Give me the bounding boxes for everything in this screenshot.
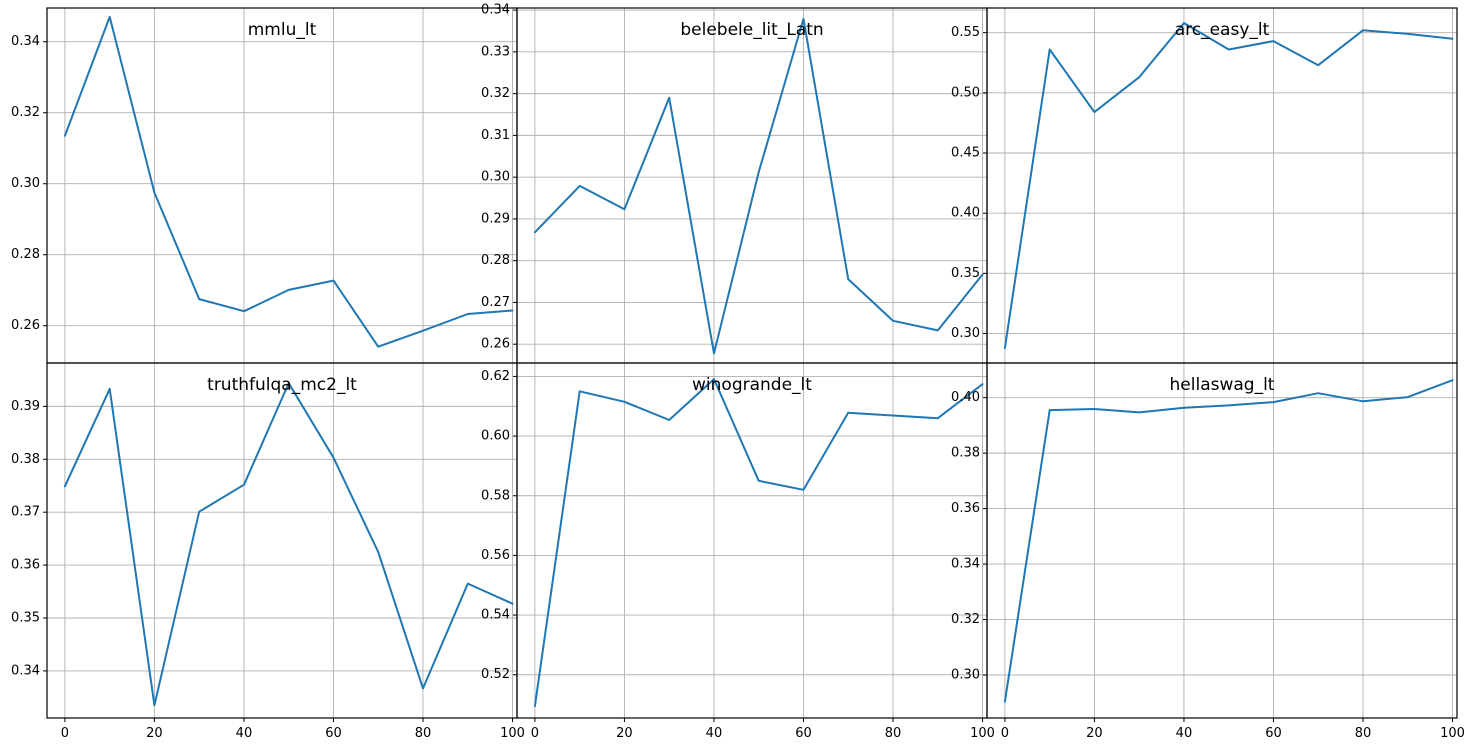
x-tick-label: 0 (61, 726, 69, 741)
axes-frame (516, 7, 988, 364)
series-line (63, 15, 514, 348)
y-tick-label: 0.30 (481, 170, 510, 185)
x-tick-label: 20 (1086, 726, 1103, 741)
x-tick-label: 20 (146, 726, 163, 741)
y-tick-label: 0.31 (481, 128, 510, 143)
subplot-title: hellaswag_lt (1170, 375, 1275, 395)
subplot-truthfulqa_mc2_lt: 0.34 0.35 0.36 0.37 0.38 0.39 0 20 40 60 80 100 trut… (11, 362, 525, 741)
y-tick-label: 0.38 (951, 446, 980, 461)
series-line (1003, 22, 1454, 349)
y-tick-label: 0.32 (11, 105, 40, 120)
subplot-title: mmlu_lt (248, 20, 317, 40)
x-tick-label: 20 (616, 726, 633, 741)
x-tick-label: 60 (1265, 726, 1282, 741)
subplot-title: truthfulqa_mc2_lt (207, 375, 357, 395)
x-tick-label: 100 (1440, 726, 1464, 741)
x-tick-label: 80 (885, 726, 902, 741)
y-tick-label: 0.32 (951, 612, 980, 627)
series-line (533, 17, 984, 355)
y-tick-label: 0.39 (11, 399, 40, 414)
y-tick-label: 0.55 (951, 25, 980, 40)
y-tick-label: 0.56 (481, 548, 510, 563)
x-tick-label: 40 (706, 726, 723, 741)
y-tick-label: 0.52 (481, 667, 510, 682)
y-tick-label: 0.28 (481, 253, 510, 268)
y-tick-label: 0.45 (951, 146, 980, 161)
subplot-title: belebele_lit_Latn (680, 20, 823, 40)
x-tick-label: 60 (325, 726, 342, 741)
y-tick-label: 0.34 (11, 34, 40, 49)
x-tick-label: 100 (970, 726, 995, 741)
y-tick-label: 0.35 (11, 611, 40, 626)
y-tick-label: 0.26 (11, 318, 40, 333)
y-tick-label: 0.34 (951, 557, 980, 572)
y-tick-label: 0.40 (951, 206, 980, 221)
y-tick-label: 0.30 (11, 176, 40, 191)
series-line (533, 378, 984, 708)
y-tick-label: 0.37 (11, 505, 40, 520)
series-line (63, 382, 514, 707)
y-tick-label: 0.32 (481, 86, 510, 101)
x-tick-label: 60 (795, 726, 812, 741)
y-tick-label: 0.26 (481, 337, 510, 352)
y-tick-label: 0.28 (11, 247, 40, 262)
y-tick-label: 0.30 (951, 326, 980, 341)
y-tick-label: 0.60 (481, 429, 510, 444)
axes-frame (986, 362, 1458, 719)
y-tick-label: 0.34 (481, 3, 510, 18)
x-tick-label: 40 (1176, 726, 1193, 741)
y-tick-label: 0.40 (951, 390, 980, 405)
y-tick-label: 0.54 (481, 608, 510, 623)
x-tick-label: 0 (531, 726, 539, 741)
x-tick-label: 100 (500, 726, 525, 741)
subplot-mmlu_lt: 0.26 0.28 0.30 0.32 0.34 mmlu_lt (11, 7, 518, 364)
subplot-belebele_lit_Latn: 0.26 0.27 0.28 0.29 0.30 0.31 0.32 0.33 0.34 bele… (481, 3, 988, 364)
y-tick-label: 0.29 (481, 211, 510, 226)
subplot-arc_easy_lt: 0.30 0.35 0.40 0.45 0.50 0.55 arc_easy_lt (951, 7, 1458, 364)
subplot-hellaswag_lt: 0.30 0.32 0.34 0.36 0.38 0.40 0 20 40 60 80 100 hell… (951, 362, 1464, 741)
y-tick-label: 0.38 (11, 452, 40, 467)
x-tick-label: 80 (415, 726, 432, 741)
x-tick-label: 0 (1001, 726, 1009, 741)
subplot-winogrande_lt: 0.52 0.54 0.56 0.58 0.60 0.62 0 20 40 60 80 100 wino… (481, 362, 995, 741)
subplot-title: winogrande_lt (692, 375, 812, 395)
subplot-title: arc_easy_lt (1175, 20, 1270, 40)
x-tick-label: 80 (1355, 726, 1372, 741)
y-tick-label: 0.36 (11, 558, 40, 573)
y-tick-label: 0.62 (481, 369, 510, 384)
y-tick-label: 0.36 (951, 501, 980, 516)
y-tick-label: 0.27 (481, 295, 510, 310)
x-tick-label: 40 (236, 726, 253, 741)
y-tick-label: 0.35 (951, 266, 980, 281)
y-tick-label: 0.33 (481, 44, 510, 59)
y-tick-label: 0.50 (951, 85, 980, 100)
y-tick-label: 0.34 (11, 663, 40, 678)
series-line (1003, 379, 1454, 703)
axes-frame (46, 7, 518, 364)
y-tick-label: 0.30 (951, 668, 980, 683)
axes-frame (46, 362, 518, 719)
y-tick-label: 0.58 (481, 488, 510, 503)
